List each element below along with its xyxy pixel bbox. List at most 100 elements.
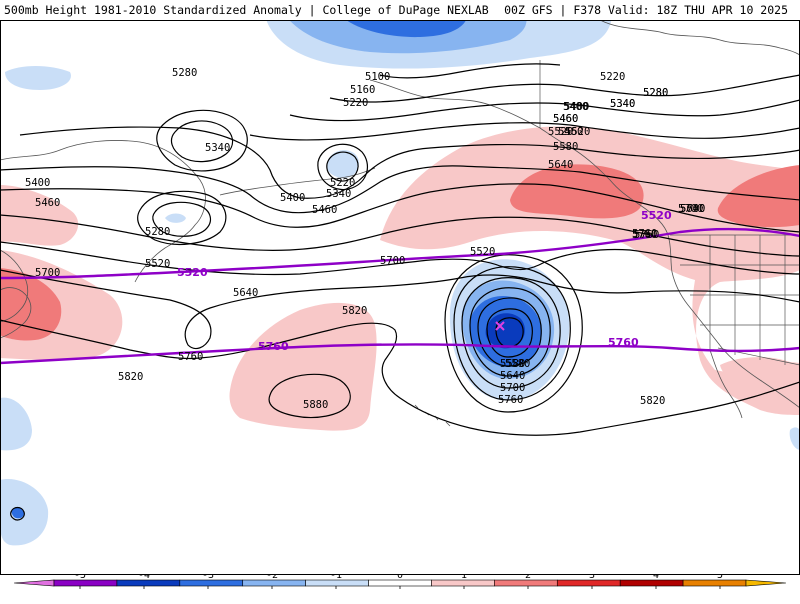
contour-label: 5520 — [145, 258, 170, 270]
contour-line — [152, 201, 212, 237]
negative-anomaly-east — [789, 427, 800, 450]
colorbar-right-arrow — [745, 579, 787, 587]
contour-label: 5340 — [610, 98, 635, 110]
coastline-japan — [0, 287, 32, 339]
positive-anomaly-nw-coast — [0, 185, 79, 246]
contour-line — [0, 214, 800, 257]
contour-label: 5460 — [553, 113, 578, 125]
contour-labels: 5100 5160 5220 5280 5340 5400 5460 5520 … — [25, 67, 705, 411]
colorbar-cell — [619, 579, 684, 587]
contour-line — [461, 277, 561, 389]
contour-line — [10, 506, 25, 521]
contour-label: 5100 — [365, 71, 390, 83]
colorbar-tick-label: 0 — [397, 575, 403, 581]
low-center-marker — [495, 321, 505, 331]
contour-label: 5520 — [565, 126, 590, 138]
map-canvas: 5100 5160 5220 5280 5340 5400 5460 5520 … — [0, 20, 800, 575]
contour-label: 5340 — [205, 142, 230, 154]
contour-label: 5400 — [25, 177, 50, 189]
coastline-baja — [709, 349, 743, 419]
contour-label: 5400 — [280, 192, 305, 204]
contour-line — [329, 74, 800, 103]
contour-line — [477, 297, 542, 367]
highlight-contour-5520 — [0, 227, 800, 280]
negative-anomaly-small-w — [165, 213, 186, 223]
map-title: 500mb Height 1981-2010 Standardized Anom… — [4, 3, 489, 17]
contour-label: 5220 — [330, 177, 355, 189]
contour-line — [268, 373, 351, 419]
contour-label: 5460 — [553, 113, 578, 125]
contour-label: 5760 — [634, 229, 659, 241]
highlight-label: 5520 — [641, 209, 672, 222]
contour-label: 5640 — [680, 203, 705, 215]
highlight-contour-5760 — [0, 343, 800, 365]
contour-label: 5700 — [500, 382, 525, 394]
contour-line — [249, 122, 800, 141]
contour-label: 5580 — [505, 358, 530, 370]
colorbar: -5 -4 -3 -2 -1 0 1 2 3 4 5 — [0, 570, 800, 600]
contour-label: 5640 — [548, 159, 573, 171]
contour-label: 5820 — [118, 371, 143, 383]
height-contours — [0, 63, 800, 521]
highlight-label: 5760 — [258, 340, 289, 353]
contour-label: 5760 — [632, 229, 657, 241]
contour-label: 5460 — [558, 126, 583, 138]
contour-label: 5280 — [643, 87, 668, 99]
contour-line — [137, 190, 227, 245]
contour-label: 5640 — [500, 370, 525, 382]
positive-anomaly-central — [229, 302, 377, 431]
highlight-contour-labels: 5520 5760 5520 5760 — [177, 209, 672, 353]
contour-line — [326, 151, 359, 182]
contour-line — [0, 269, 800, 350]
negative-anomaly-arctic-deep — [346, 20, 467, 38]
highlight-label: 5760 — [608, 336, 639, 349]
contour-line — [469, 287, 551, 377]
contour-label: 5580 — [500, 358, 525, 370]
negative-anomaly-cutoff-low-4 — [485, 313, 525, 349]
contour-label: 5700 — [680, 203, 705, 215]
low-center-x-icon — [495, 321, 505, 331]
contour-line — [289, 99, 800, 122]
model-run-info: 00Z GFS | F378 Valid: 18Z THU APR 10 202… — [504, 3, 788, 17]
colorbar-cells — [13, 579, 787, 587]
contour-label: 5640 — [233, 287, 258, 299]
negative-anomaly-sw-1 — [0, 397, 32, 451]
contour-label: 5820 — [640, 395, 665, 407]
contour-line — [0, 319, 800, 436]
contour-label: 5220 — [343, 97, 368, 109]
colorbar-tick-label: -1 — [330, 575, 342, 581]
contour-label: 5520 — [470, 246, 495, 258]
colorbar-tick-label: -2 — [266, 575, 278, 581]
contour-label: 5700 — [35, 267, 60, 279]
negative-anomaly-bering — [326, 150, 359, 179]
colorbar-tick-label: 2 — [525, 575, 531, 581]
contour-label: 5700 — [380, 255, 405, 267]
colorbar-canvas: -5 -4 -3 -2 -1 0 1 2 3 4 5 — [13, 570, 787, 589]
map-frame — [0, 20, 800, 575]
contour-label: 5220 — [600, 71, 625, 83]
coastline-asia — [0, 140, 206, 323]
colorbar-tick-label: 1 — [461, 575, 467, 581]
contour-line — [156, 109, 248, 172]
anomaly-shading — [0, 20, 800, 546]
contour-label: 5520 — [548, 126, 573, 138]
contour-label: 5340 — [610, 98, 635, 110]
coastline-aleutians — [219, 167, 376, 196]
contour-label: 5460 — [312, 204, 337, 216]
colorbar-tick-label: 5 — [717, 575, 723, 581]
contour-line — [19, 126, 800, 199]
contour-line — [0, 165, 800, 214]
contour-line — [495, 317, 524, 348]
colorbar-tick-label: 3 — [589, 575, 595, 581]
colorbar-labels: -5 -4 -3 -2 -1 0 1 2 3 4 5 — [74, 570, 723, 581]
colorbar-tick-label: -3 — [202, 575, 214, 581]
colorbar-left-arrow — [13, 579, 55, 587]
colorbar-tick-marks — [79, 586, 721, 589]
highlight-label: 5520 — [177, 266, 208, 279]
header: 500mb Height 1981-2010 Standardized Anom… — [0, 0, 800, 20]
colorbar-tick-label: -5 — [74, 575, 86, 581]
contour-label: 5400 — [563, 101, 588, 113]
contour-line — [379, 63, 561, 79]
contour-line — [0, 183, 800, 233]
contour-label: 5460 — [35, 197, 60, 209]
